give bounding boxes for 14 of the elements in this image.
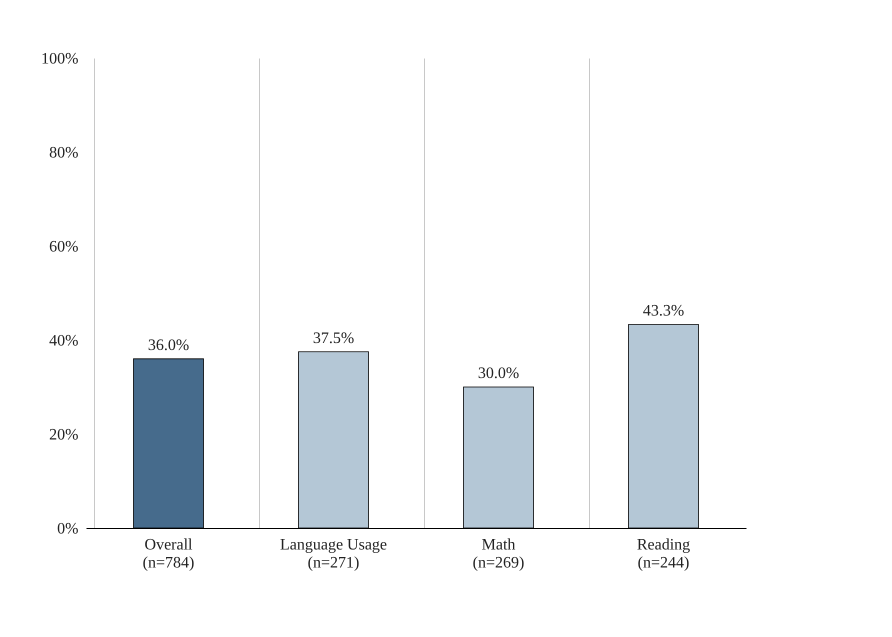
- x-tick-label: Math (n=269): [472, 536, 524, 572]
- y-tick-label: 0%: [57, 520, 78, 538]
- data-label: 36.0%: [148, 336, 190, 354]
- data-label: 37.5%: [312, 330, 354, 347]
- y-tick-label: 100%: [41, 50, 78, 68]
- x-tick-label: Language Usage (n=271): [280, 536, 388, 572]
- data-label: 43.3%: [642, 302, 684, 320]
- y-tick-label: 20%: [49, 426, 78, 444]
- data-label: 30.0%: [478, 365, 520, 382]
- x-tick-label: Reading (n=244): [636, 536, 690, 572]
- y-tick-label: 60%: [49, 238, 78, 256]
- y-tick-label: 40%: [49, 332, 78, 350]
- x-tick-label: Overall (n=784): [142, 536, 194, 572]
- y-tick-label: 80%: [49, 144, 78, 162]
